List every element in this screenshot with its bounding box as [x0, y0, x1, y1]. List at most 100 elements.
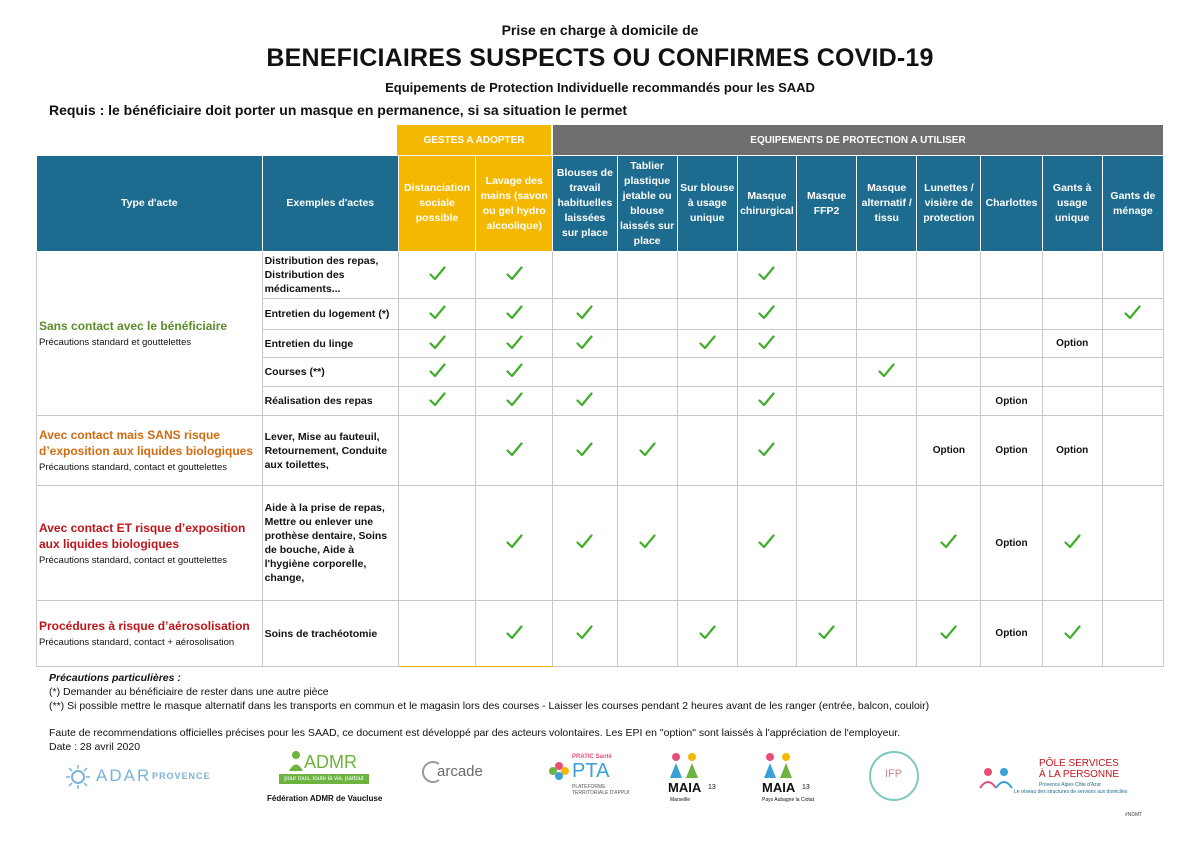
ifp-circle-icon — [869, 751, 919, 801]
value-cell — [676, 357, 738, 387]
value-cell — [795, 329, 858, 358]
value-cell — [552, 386, 618, 416]
check-icon — [576, 441, 594, 457]
requirement-note: Requis : le bénéficiaire doit porter un … — [49, 102, 628, 118]
category-precautions: Précautions standard, contact et gouttel… — [39, 462, 228, 473]
table-row: Entretien du linge Option — [37, 329, 1165, 358]
value-cell — [475, 298, 554, 330]
header-exemples: Exemples d'actes — [261, 155, 399, 252]
value-cell — [1101, 298, 1165, 330]
check-icon — [699, 624, 716, 640]
value-cell — [736, 386, 797, 416]
pta-flower-icon — [549, 762, 569, 780]
value-cell — [1041, 600, 1103, 667]
value-cell — [856, 329, 918, 358]
value-cell — [736, 415, 797, 486]
maia-marseille-logo: MAIA 13 Marseille — [664, 752, 724, 808]
group-banner: GESTES A ADOPTER EQUIPEMENTS DE PROTECTI… — [36, 125, 1164, 155]
value-cell — [980, 251, 1043, 299]
header-gants-usage-unique: Gants à usage unique — [1041, 155, 1103, 252]
value-cell — [397, 357, 477, 387]
page-title: BENEFICIAIRES SUSPECTS OU CONFIRMES COVI… — [266, 44, 934, 72]
value-cell — [795, 485, 858, 601]
header-masque-ffp2: Masque FFP2 — [795, 155, 858, 252]
value-cell — [736, 298, 797, 330]
check-icon — [428, 266, 446, 281]
value-cell — [552, 357, 618, 387]
value-cell — [397, 329, 477, 358]
value-cell — [397, 485, 477, 601]
maia-aubagne-logo: MAIA 13 Pays Aubagne la Ciotat — [758, 752, 868, 808]
check-icon — [428, 334, 446, 350]
check-icon — [428, 305, 446, 320]
check-icon — [506, 305, 523, 320]
value-cell — [795, 415, 858, 486]
check-icon — [506, 534, 523, 549]
value-cell — [1041, 251, 1103, 299]
value-cell — [856, 600, 918, 667]
table-row: Avec contact ET risque d’exposition aux … — [36, 485, 1165, 601]
footer-block: Faute de recommendations officielles pré… — [49, 726, 900, 754]
value-cell: Option — [980, 485, 1043, 601]
value-cell — [676, 298, 738, 330]
check-icon — [818, 624, 835, 640]
check-icon — [758, 334, 776, 350]
admr-logo: ADMR pour tous, toute la vie, partout Fé… — [267, 751, 383, 803]
value-cell — [616, 600, 678, 667]
value-cell — [552, 485, 618, 601]
value-cell — [475, 485, 554, 601]
header-masque-chirurgical: Masque chirurgical — [736, 155, 797, 252]
value-cell — [795, 298, 858, 330]
pole-services-logo: PÔLE SERVICES À LA PERSONNE Provence Alp… — [976, 758, 1146, 808]
value-cell — [616, 357, 678, 387]
check-icon — [940, 624, 957, 640]
check-icon — [1064, 534, 1081, 549]
value-cell — [1041, 298, 1103, 330]
value-cell — [736, 600, 797, 667]
option-label: Option — [995, 395, 1028, 407]
value-cell — [397, 298, 477, 330]
arc-icon — [422, 761, 440, 783]
category-cell: Avec contact mais SANS risque d’expositi… — [36, 415, 263, 486]
value-cell — [397, 415, 477, 486]
check-icon — [576, 392, 594, 407]
table-row: Réalisation des repas Option — [37, 386, 1165, 416]
value-cell — [397, 386, 477, 416]
category-cell: Procédures à risque d’aérosolisation Préc… — [36, 600, 263, 667]
value-cell — [475, 415, 554, 486]
value-cell — [552, 600, 618, 667]
table-row: Procédures à risque d’aérosolisation Préc… — [36, 600, 1165, 667]
check-icon — [1124, 305, 1141, 320]
disclaimer: Faute de recommendations officielles pré… — [49, 727, 901, 739]
check-icon — [506, 441, 523, 457]
check-icon — [758, 305, 776, 320]
notes-title: Précautions particulières : — [49, 672, 181, 684]
table-row: Sans contact avec le bénéficiaire Précaut… — [36, 251, 1165, 416]
example-cell: Réalisation des repas — [261, 386, 399, 416]
adar-logo: ADAR PROVENCE — [64, 762, 210, 792]
value-cell — [676, 415, 738, 486]
table-row: Courses (**) — [37, 357, 1165, 387]
value-cell — [397, 600, 477, 667]
value-cell — [736, 329, 797, 358]
sun-icon — [66, 765, 90, 789]
example-cell: Distribution des repas, Distribution des… — [261, 251, 399, 299]
maia-figures-icon — [670, 753, 698, 778]
value-cell — [916, 298, 982, 330]
example-cell: Courses (**) — [261, 357, 399, 387]
check-icon — [428, 392, 446, 407]
check-icon — [758, 392, 776, 407]
header-sur-blouse: Sur blouse à usage unique — [676, 155, 738, 252]
value-cell — [475, 386, 554, 416]
value-cell — [856, 298, 918, 330]
value-cell — [552, 298, 618, 330]
value-cell — [795, 386, 858, 416]
check-icon — [506, 624, 523, 640]
notes-block: Précautions particulières : (*) Demander… — [49, 671, 929, 713]
arcade-logo: arcade — [421, 760, 521, 800]
value-cell — [1101, 600, 1165, 667]
epi-table: Type d'acte Exemples d'actes Distanciati… — [36, 155, 1165, 667]
header-charlottes: Charlottes — [980, 155, 1043, 252]
value-cell — [676, 251, 738, 299]
example-cell: Entretien du linge — [261, 329, 399, 358]
